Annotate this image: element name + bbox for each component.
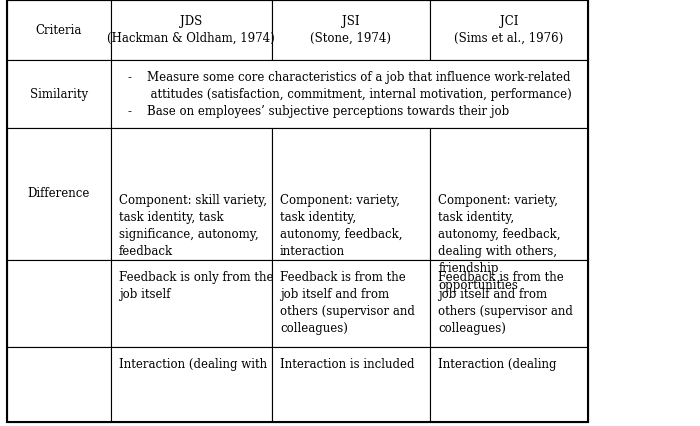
Text: Feedback is from the
job itself and from
others (supervisor and
colleagues): Feedback is from the job itself and from…: [438, 271, 573, 334]
Bar: [272, 347, 430, 422]
Text: JCI
(Sims et al., 1976): JCI (Sims et al., 1976): [454, 15, 564, 45]
Text: Component: skill variety,
task identity, task
significance, autonomy,
feedback: Component: skill variety, task identity,…: [119, 194, 267, 258]
Bar: [7, 260, 111, 347]
Bar: [272, 128, 430, 260]
Text: Feedback is from the
job itself and from
others (supervisor and
colleagues): Feedback is from the job itself and from…: [280, 271, 415, 334]
Bar: [7, 0, 111, 60]
Bar: [7, 347, 111, 422]
Bar: [272, 0, 430, 60]
Text: Difference: Difference: [27, 187, 90, 200]
Text: Interaction (dealing: Interaction (dealing: [438, 358, 556, 371]
Text: JDS
(Hackman & Oldham, 1974): JDS (Hackman & Oldham, 1974): [107, 15, 275, 45]
Bar: [430, 260, 588, 347]
Text: Component: variety,
task identity,
autonomy, feedback,
dealing with others,
frie: Component: variety, task identity, auton…: [438, 194, 561, 292]
Text: Feedback is only from the
job itself: Feedback is only from the job itself: [119, 271, 274, 300]
Bar: [111, 0, 272, 60]
Bar: [7, 0, 588, 422]
Bar: [111, 260, 272, 347]
Text: Interaction is included: Interaction is included: [280, 358, 414, 371]
Text: Similarity: Similarity: [29, 88, 88, 101]
Text: JSI
(Stone, 1974): JSI (Stone, 1974): [310, 15, 391, 45]
Text: -    Measure some core characteristics of a job that influence work-related
    : - Measure some core characteristics of a…: [128, 71, 572, 118]
Bar: [272, 260, 430, 347]
Bar: [111, 347, 272, 422]
Bar: [430, 0, 588, 60]
Bar: [111, 60, 588, 128]
Bar: [7, 60, 111, 128]
Bar: [7, 128, 111, 260]
Bar: [111, 128, 272, 260]
Text: Component: variety,
task identity,
autonomy, feedback,
interaction: Component: variety, task identity, auton…: [280, 194, 402, 258]
Bar: [430, 347, 588, 422]
Text: Interaction (dealing with: Interaction (dealing with: [119, 358, 267, 371]
Text: Criteria: Criteria: [36, 24, 82, 37]
Bar: [430, 128, 588, 260]
